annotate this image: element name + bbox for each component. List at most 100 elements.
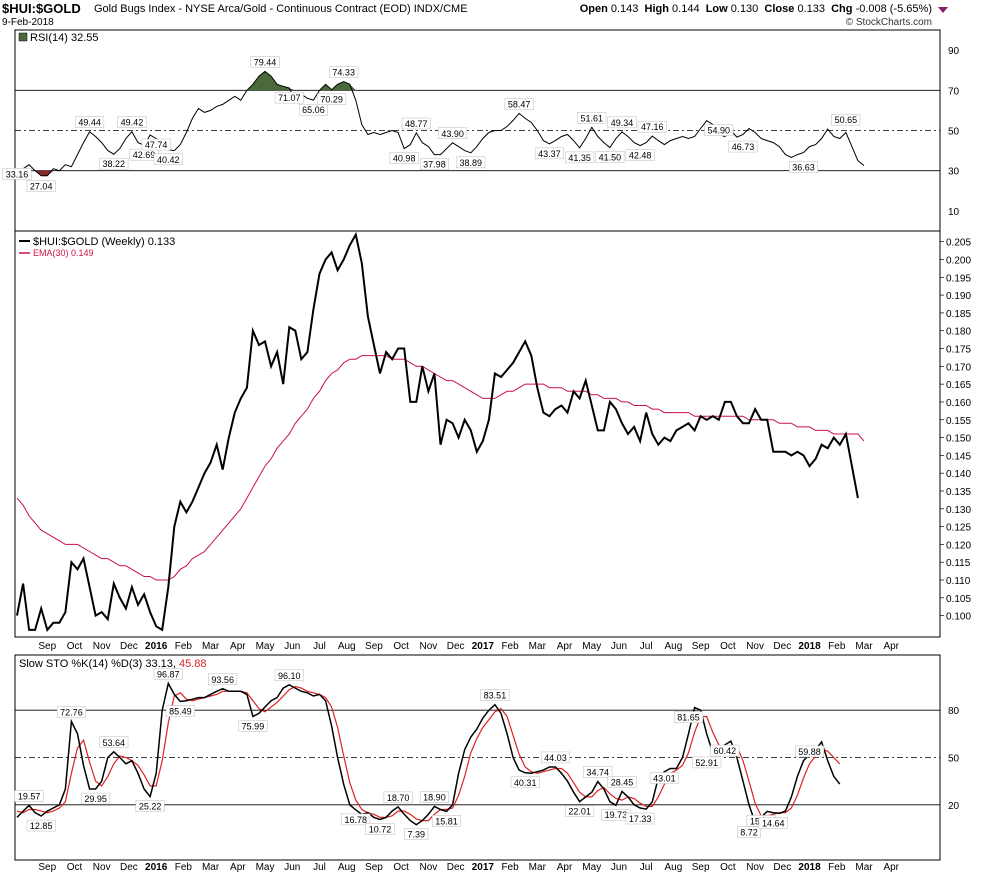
price-xtick-28: 2018 (798, 641, 821, 652)
sto-data-label-6: 96.87 (157, 670, 180, 680)
high-value: 0.144 (672, 3, 700, 15)
rsi-data-label-15-box (419, 158, 449, 170)
sto-data-label-16-box (432, 815, 462, 827)
sto-data-label-3-box (81, 792, 111, 805)
sto-data-label-19-box (540, 751, 570, 764)
rsi-data-label-9: 71.07 (278, 93, 301, 103)
dropdown-arrow-icon[interactable] (938, 7, 948, 13)
rsi-data-label-13-box (389, 152, 419, 164)
sto-data-label-21-box (583, 766, 613, 778)
price-xtick-4: 2016 (145, 641, 168, 652)
sto-data-label-9-box (238, 720, 268, 732)
sto-data-label-25: 43.01 (653, 774, 676, 784)
sto-data-label-7: 85.49 (169, 707, 192, 717)
sto-title-text: Slow STO %K(14) %D(3) 33.13, (19, 658, 176, 670)
rsi-data-label-12: 74.33 (332, 68, 355, 78)
sto-xtick-3: Dec (120, 862, 138, 873)
sto-data-label-15: 18.90 (423, 793, 446, 803)
sto-data-label-26: 81.65 (677, 713, 700, 723)
sto-data-label-14: 7.39 (408, 830, 426, 840)
open-value: 0.143 (610, 3, 639, 15)
rsi-data-label-20: 41.35 (568, 153, 591, 163)
low-value: 0.130 (730, 3, 759, 15)
sto-data-label-16: 15.81 (435, 816, 458, 826)
price-xtick-9: Jun (284, 641, 300, 652)
price-panel (14, 230, 941, 638)
sto-data-label-23: 28.45 (611, 777, 634, 787)
price-ytick-5: 0.125 (946, 523, 971, 534)
sto-xtick-17: Feb (501, 862, 519, 873)
sto-data-label-32: 59.88 (798, 747, 821, 757)
price-xtick-22: Jul (640, 641, 653, 652)
rsi-data-label-5: 42.69 (133, 150, 156, 160)
sto-xtick-19: Apr (557, 862, 573, 873)
price-series-title: $HUI:$GOLD (Weekly) 0.133 (33, 236, 175, 248)
rsi-data-label-27: 46.73 (732, 142, 755, 152)
chg-value: -0.008 (-5.65%) (855, 3, 932, 15)
price-ytick-11: 0.155 (946, 416, 971, 427)
price-ytick-18: 0.190 (946, 291, 971, 302)
sto-data-label-24-box (625, 812, 655, 825)
sto-xtick-1: Oct (67, 862, 83, 873)
rsi-data-label-12-box (329, 66, 359, 78)
rsi-ytick-10: 10 (948, 207, 960, 218)
price-ytick-6: 0.130 (946, 505, 971, 516)
sto-xtick-24: Sep (692, 862, 710, 873)
sto-data-label-8-box (208, 673, 238, 686)
low-label: Low (705, 3, 728, 15)
sto-title: Slow STO %K(14) %D(3) 33.13, 45.88 (19, 658, 207, 670)
price-ytick-14: 0.170 (946, 362, 971, 373)
rsi-legend-swatch-icon (18, 32, 28, 42)
rsi-data-label-22-box (595, 151, 625, 163)
price-xtick-17: Feb (501, 641, 519, 652)
brand-watermark: © StockCharts.com (845, 17, 932, 28)
price-ytick-12: 0.160 (946, 398, 971, 409)
ema-line (16, 355, 865, 581)
sto-xtick-9: Jun (284, 862, 300, 873)
close-label: Close (764, 3, 795, 15)
sto-xtick-10: Jul (313, 862, 326, 873)
price-ytick-21: 0.205 (946, 238, 971, 249)
price-ytick-8: 0.140 (946, 469, 971, 480)
sto-xtick-5: Feb (175, 862, 193, 873)
sto-data-label-8: 93.56 (211, 675, 234, 685)
sto-data-label-4-box (99, 736, 129, 749)
sto-xtick-15: Dec (447, 862, 465, 873)
sto-xtick-8: May (256, 862, 275, 873)
rsi-data-label-14: 48.77 (405, 119, 428, 129)
sto-data-label-18: 40.31 (514, 778, 537, 788)
rsi-data-label-9-box (274, 91, 304, 104)
sto-xtick-29: Feb (828, 862, 846, 873)
rsi-overbought-fill (319, 81, 356, 91)
sto-ytick-50: 50 (948, 754, 960, 765)
price-xtick-8: May (256, 641, 275, 652)
chart-header: $HUI:$GOLD Gold Bugs Index - NYSE Arca/G… (0, 0, 990, 30)
sto-data-label-20-box (565, 805, 595, 817)
close-value: 0.133 (797, 3, 825, 15)
sto-xtick-11: Aug (338, 862, 356, 873)
rsi-data-label-29: 50.65 (835, 115, 858, 125)
sto-data-label-0: 19.57 (18, 791, 41, 801)
rsi-data-label-3-box (99, 157, 129, 170)
sto-data-label-5-box (135, 800, 165, 812)
rsi-data-label-4-box (117, 116, 147, 128)
rsi-data-label-24-box (625, 149, 655, 161)
rsi-data-label-23-box (607, 116, 637, 129)
sto-xtick-21: Jun (611, 862, 627, 873)
price-xtick-14: Nov (420, 641, 438, 652)
rsi-data-label-10: 65.06 (302, 105, 325, 115)
rsi-data-label-28: 36.63 (792, 162, 815, 172)
rsi-data-label-13: 40.98 (393, 154, 416, 164)
rsi-data-label-11: 70.29 (320, 95, 343, 105)
rsi-data-label-6: 47.74 (145, 140, 168, 150)
sto-data-label-32-box (795, 745, 825, 758)
symbol-title: $HUI:$GOLD (2, 1, 81, 16)
rsi-data-label-26: 54.90 (708, 126, 731, 136)
rsi-data-label-17: 38.89 (459, 158, 482, 168)
sto-xtick-18: Mar (529, 862, 547, 873)
rsi-data-label-25: 47.16 (641, 122, 664, 132)
rsi-data-label-8-box (250, 56, 280, 68)
price-xtick-26: Nov (746, 641, 764, 652)
sto-data-label-24: 17.33 (629, 814, 652, 824)
